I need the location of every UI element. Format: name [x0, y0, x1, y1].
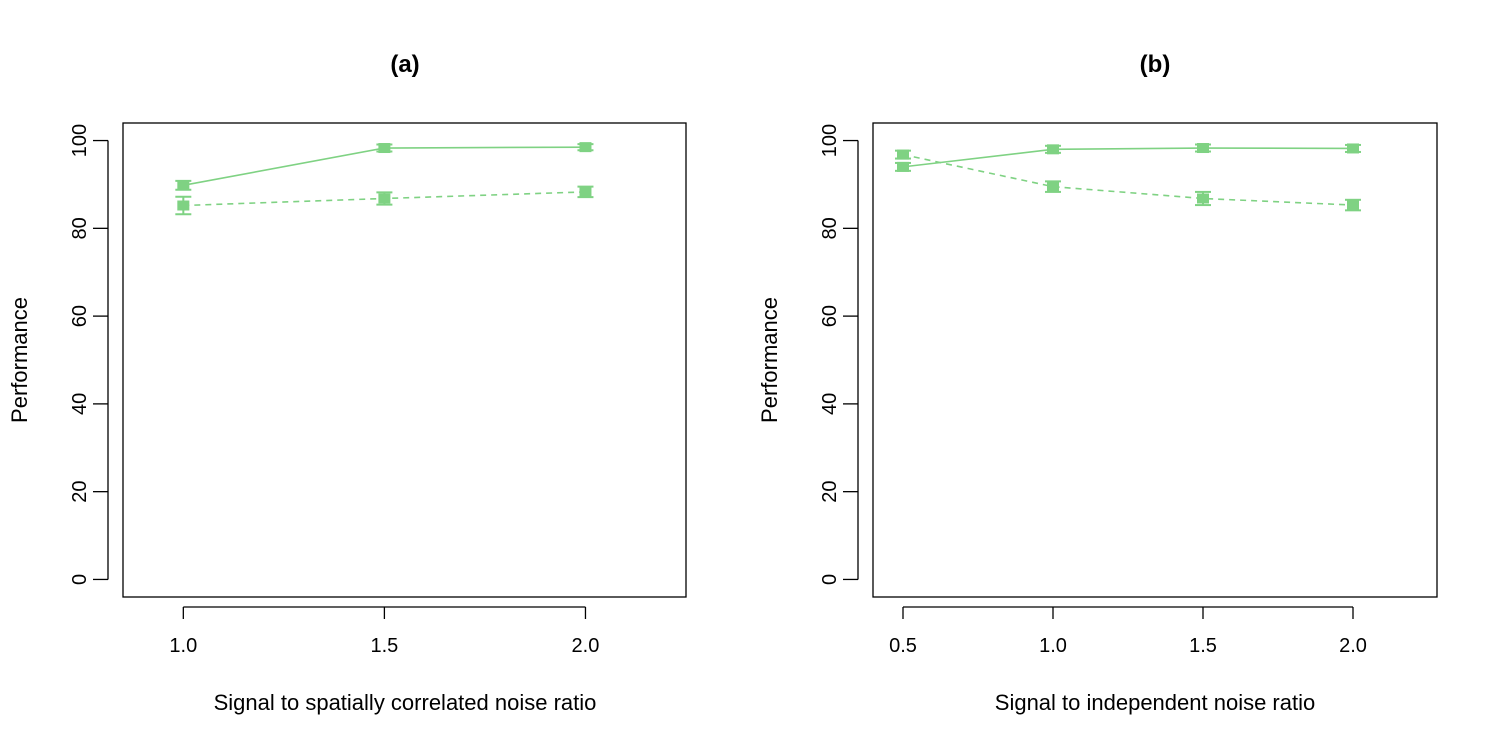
x-axis-label: Signal to spatially correlated noise rat… [214, 690, 597, 715]
plot-frame [872, 122, 1438, 598]
data-point [1347, 143, 1359, 154]
y-tick-label: 60 [69, 305, 91, 327]
x-tick-label: 0.5 [889, 635, 917, 657]
y-tick-label: 80 [819, 217, 841, 239]
data-point [1347, 200, 1359, 211]
data-point [378, 143, 391, 154]
data-point [897, 149, 909, 160]
x-tick-label: 1.5 [1189, 635, 1217, 657]
x-tick-label: 1.0 [1039, 635, 1067, 657]
y-tick-label: 20 [819, 481, 841, 503]
data-point [378, 193, 391, 204]
y-tick-label: 40 [819, 393, 841, 415]
data-point [579, 186, 592, 197]
y-tick-label: 40 [69, 393, 91, 415]
x-tick-label: 1.0 [169, 635, 197, 657]
data-point [1197, 193, 1209, 204]
panel-b: (b) Signal to independent noise ratio Pe… [757, 51, 1438, 715]
data-point [1047, 144, 1059, 155]
panel-title: (a) [390, 51, 419, 78]
data-point [897, 161, 909, 172]
data-point [177, 180, 190, 191]
y-axis-label: Performance [7, 297, 32, 423]
y-tick-label: 0 [819, 574, 841, 585]
x-tick-label: 1.5 [370, 635, 398, 657]
y-tick-label: 80 [69, 217, 91, 239]
data-point [579, 142, 592, 153]
y-axis-label: Performance [757, 297, 782, 423]
y-tick-label: 100 [819, 124, 841, 157]
series-line-solid [902, 147, 1354, 168]
x-axis-label: Signal to independent noise ratio [995, 690, 1315, 715]
panel-a: (a) Signal to spatially correlated noise… [7, 51, 687, 715]
panel-title: (b) [1140, 51, 1171, 78]
data-point [177, 200, 190, 211]
x-tick-label: 2.0 [572, 635, 600, 657]
series-line-dashed [902, 153, 1354, 206]
y-tick-label: 0 [69, 574, 91, 585]
y-tick-label: 60 [819, 305, 841, 327]
data-point [1197, 143, 1209, 154]
y-tick-label: 100 [69, 124, 91, 157]
x-tick-label: 2.0 [1339, 635, 1367, 657]
plot-frame [122, 122, 687, 598]
y-tick-label: 20 [69, 481, 91, 503]
data-point [1047, 181, 1059, 192]
